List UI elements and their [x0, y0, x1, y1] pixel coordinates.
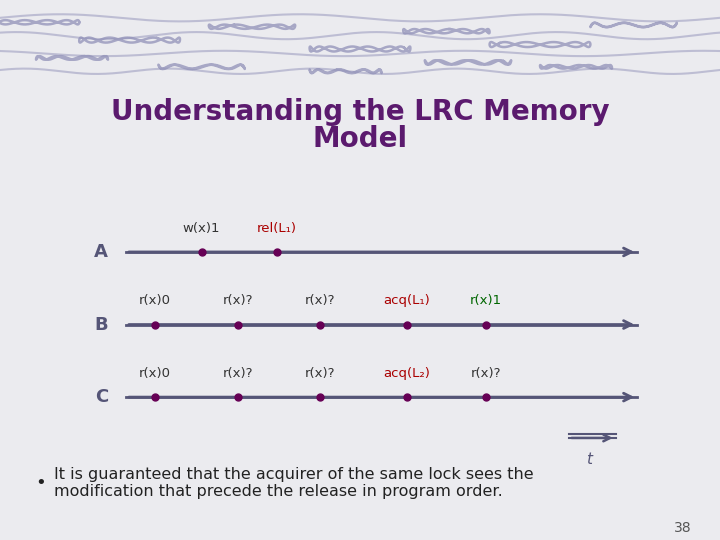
Text: Model: Model	[312, 125, 408, 153]
Text: C: C	[95, 388, 108, 406]
Text: r(x)?: r(x)?	[471, 367, 501, 380]
Text: r(x)1: r(x)1	[470, 294, 502, 307]
Text: modification that precede the release in program order.: modification that precede the release in…	[54, 483, 503, 498]
Text: •: •	[36, 474, 46, 491]
Text: r(x)?: r(x)?	[222, 294, 253, 307]
Text: acq(L₂): acq(L₂)	[383, 367, 431, 380]
Text: w(x)1: w(x)1	[183, 222, 220, 235]
Text: A: A	[94, 243, 108, 261]
Text: r(x)?: r(x)?	[305, 367, 336, 380]
Text: 38: 38	[674, 521, 691, 535]
Text: Understanding the LRC Memory: Understanding the LRC Memory	[111, 98, 609, 126]
Text: It is guaranteed that the acquirer of the same lock sees the: It is guaranteed that the acquirer of th…	[54, 467, 534, 482]
Text: B: B	[94, 315, 108, 334]
Text: r(x)?: r(x)?	[222, 367, 253, 380]
Text: t: t	[586, 451, 592, 467]
Text: r(x)0: r(x)0	[139, 367, 171, 380]
Text: rel(L₁): rel(L₁)	[257, 222, 297, 235]
Text: r(x)0: r(x)0	[139, 294, 171, 307]
Text: acq(L₁): acq(L₁)	[384, 294, 430, 307]
Text: r(x)?: r(x)?	[305, 294, 336, 307]
